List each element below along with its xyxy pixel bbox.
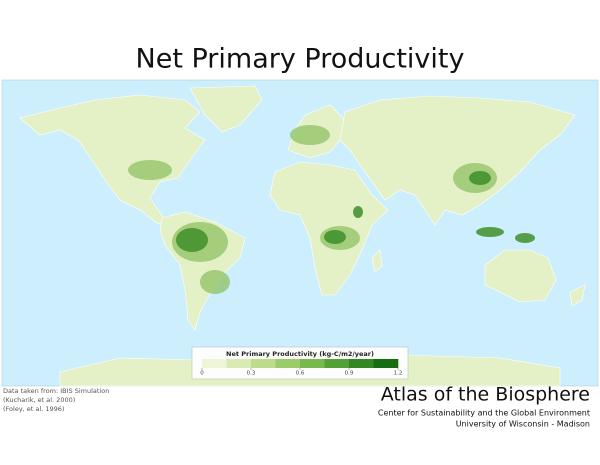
legend-tick-label: 0.9 <box>345 371 354 377</box>
legend-swatch <box>324 359 350 368</box>
credit: (Foley, et al. 1996) <box>3 405 64 413</box>
legend-tick-label: 0.6 <box>296 371 305 377</box>
legend-swatch <box>202 359 227 368</box>
footer-line: University of Wisconsin - Madison <box>456 420 590 429</box>
footer-line: Center for Sustainability and the Global… <box>378 409 590 418</box>
legend-swatch <box>251 359 276 368</box>
legend-tick-label: 0.3 <box>247 371 256 377</box>
legend-title: Net Primary Productivity (kg-C/m2/year) <box>226 350 374 358</box>
legend-swatch <box>275 359 301 368</box>
legend-swatch <box>373 359 399 368</box>
legend-tick-label: 0 <box>200 371 204 377</box>
credit: Data taken from: IBIS Simulation <box>3 387 109 395</box>
legend: Net Primary Productivity (kg-C/m2/year) … <box>191 346 409 380</box>
atlas-title: Atlas of the Biosphere <box>381 384 590 406</box>
world-map <box>1 79 599 387</box>
credit: (Kucharik, et al. 2000) <box>3 396 75 404</box>
title: Net Primary Productivity <box>136 44 465 75</box>
legend-swatch <box>226 359 252 368</box>
legend-swatch <box>349 359 374 368</box>
legend-tick-label: 1.2 <box>394 371 403 377</box>
legend-swatch <box>300 359 325 368</box>
